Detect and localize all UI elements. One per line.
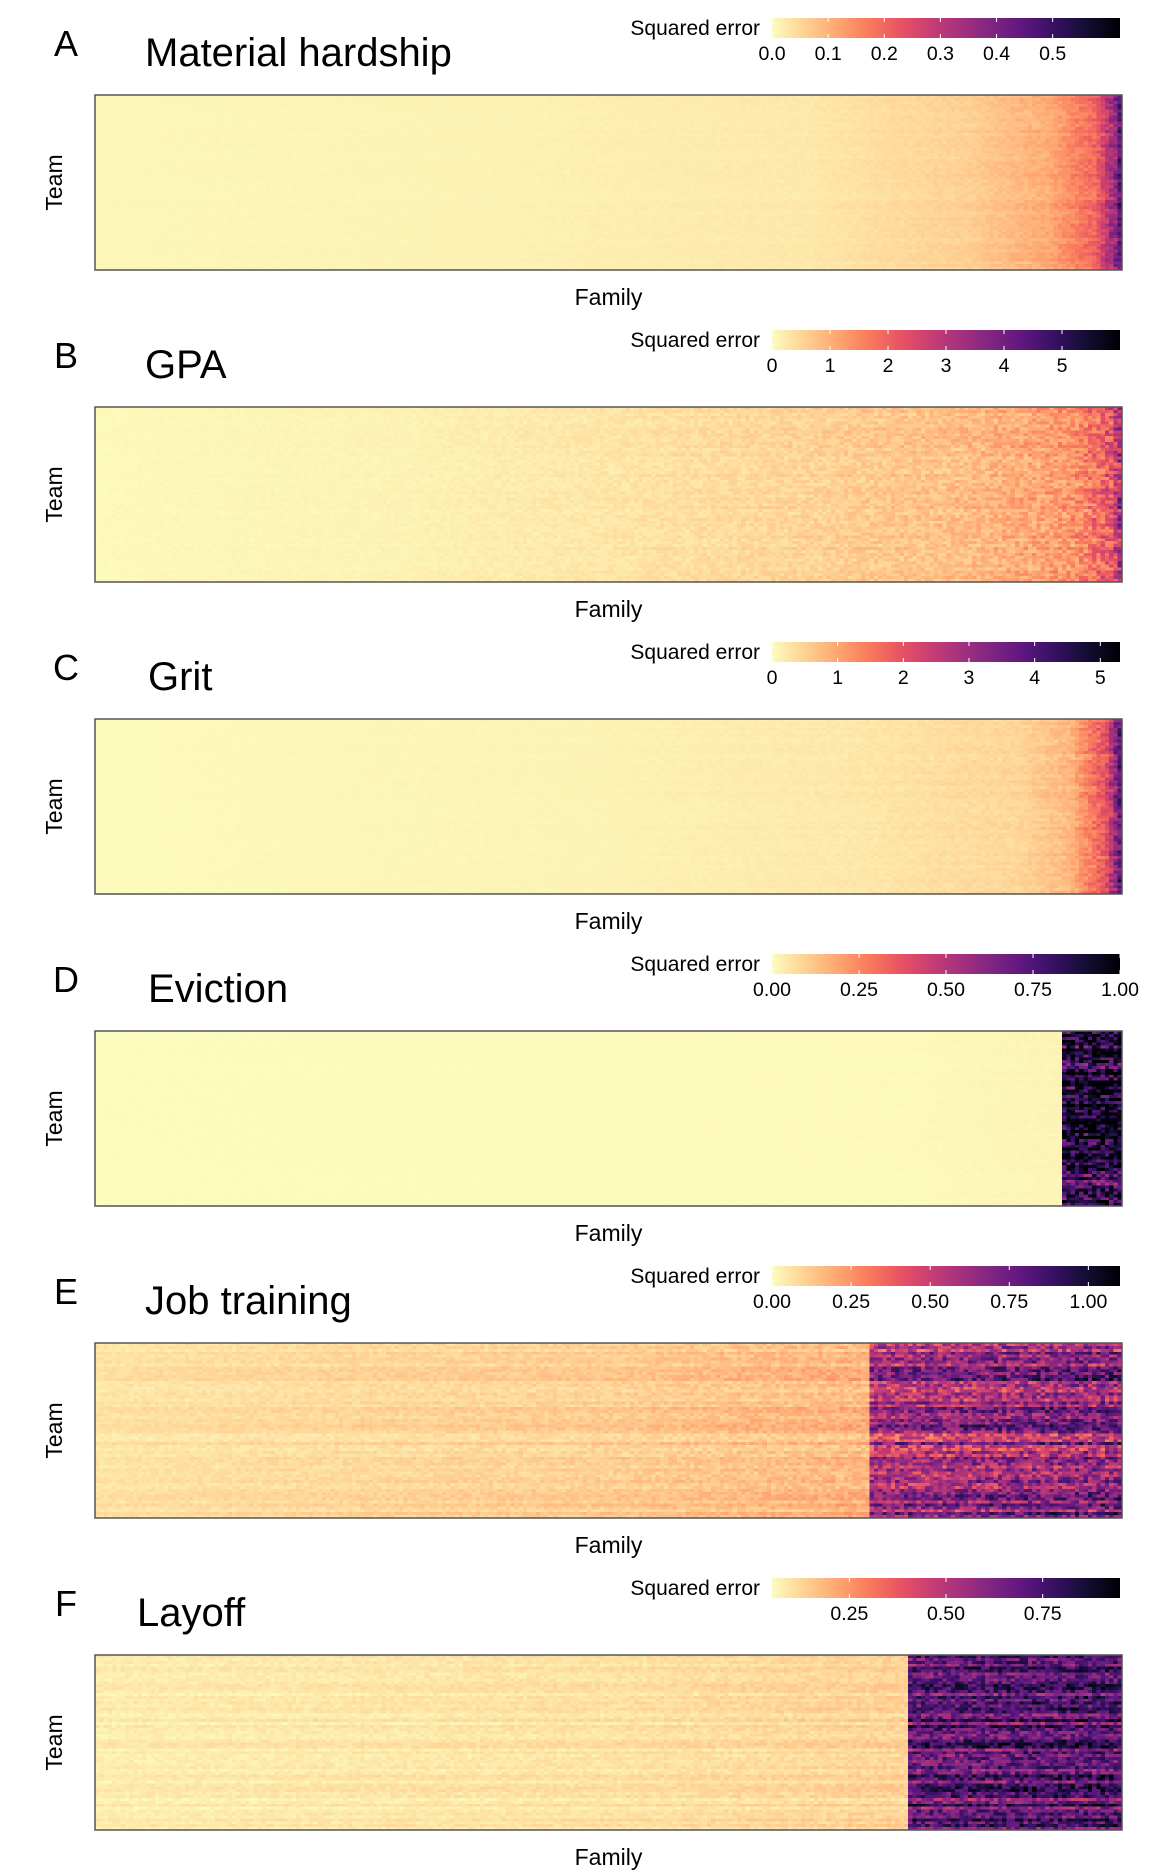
panel-title: Material hardship bbox=[145, 31, 452, 75]
panel-letter: A bbox=[54, 23, 78, 64]
colorbar-tick-label: 0.2 bbox=[871, 43, 898, 65]
colorbar bbox=[772, 18, 1120, 38]
colorbar-tick-label: 0.3 bbox=[927, 43, 954, 65]
panel-a: A Material hardship Squared error 0.0 0.1 0.2… bbox=[41, 17, 1123, 310]
colorbar-tick-label: 0.0 bbox=[758, 43, 785, 65]
colorbar-tick-label: 0.5 bbox=[1039, 43, 1066, 65]
colorbar-tick-label: 0.1 bbox=[815, 43, 842, 65]
colorbar-tick-label: 0.4 bbox=[983, 43, 1010, 65]
colorbar-title: Squared error bbox=[630, 17, 760, 40]
heatmap bbox=[95, 95, 1123, 271]
